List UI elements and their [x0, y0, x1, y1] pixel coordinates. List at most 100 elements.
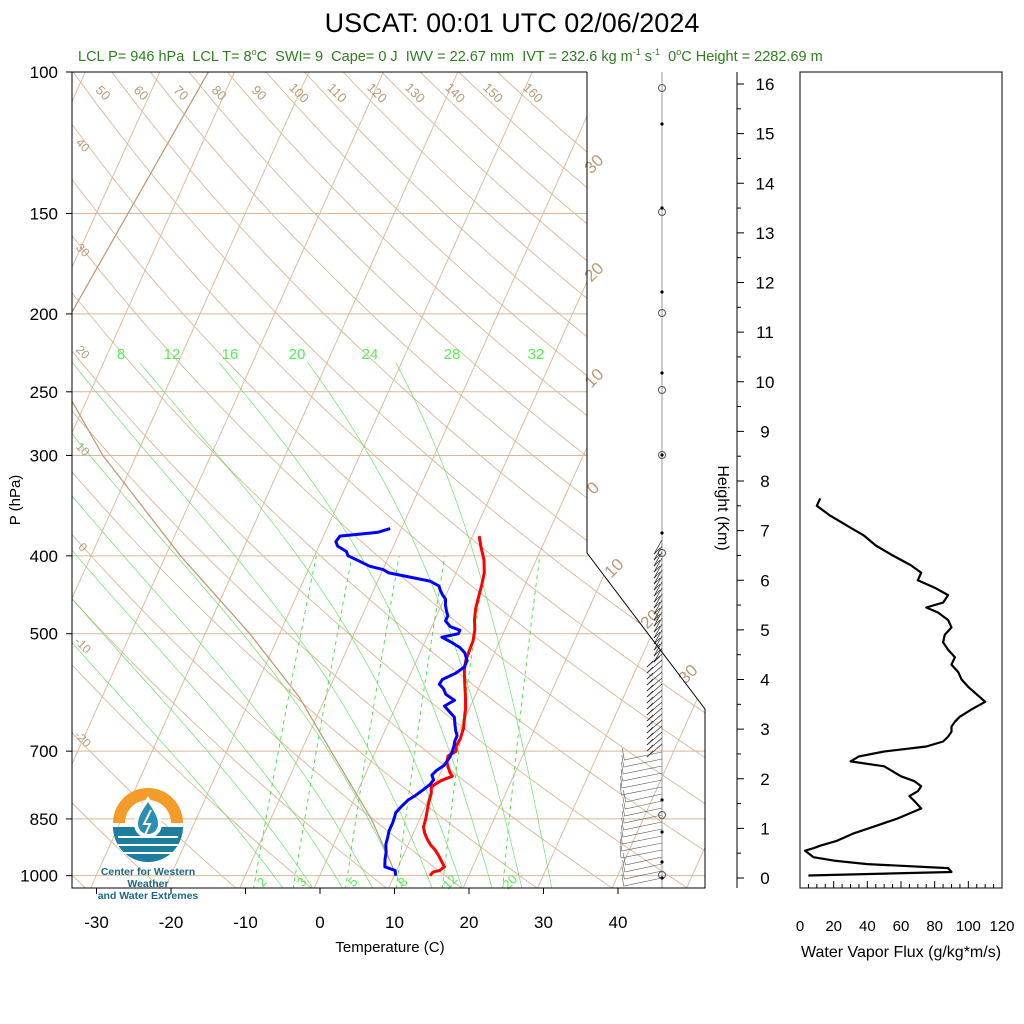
dry-adiabat-label-110: 110 — [325, 80, 350, 105]
height-tick-label-4: 4 — [760, 671, 769, 690]
height-tick-label-15: 15 — [756, 125, 775, 144]
wind-barb-low — [622, 803, 663, 817]
wind-dot — [660, 860, 664, 864]
height-tick-label-6: 6 — [760, 571, 769, 590]
dry-adiabat — [149, 72, 705, 888]
mixing-ratio-line-12 — [441, 555, 487, 888]
mixing-ratio-label-3: 3 — [294, 874, 310, 890]
isotherm-line — [611, 72, 705, 888]
wind-barb-low — [621, 810, 663, 824]
logo-caption: Center for Western Weather and Water Extr… — [88, 866, 208, 902]
wind-barb — [653, 563, 663, 579]
wind-barb-flag — [646, 738, 654, 746]
wind-barb-low — [620, 775, 663, 789]
height-tick-label-9: 9 — [760, 422, 769, 441]
dry-adiabat — [188, 72, 705, 888]
y-tick-label-300: 300 — [30, 446, 58, 465]
wind-barb-flag — [653, 601, 661, 609]
dry-adiabat — [72, 72, 389, 888]
wind-barb-flag — [653, 607, 661, 615]
mixing-ratio-label-5: 5 — [345, 874, 361, 890]
dry-adiabat — [72, 72, 238, 888]
height-tick-label-7: 7 — [760, 522, 769, 541]
y-tick-label-250: 250 — [30, 383, 58, 402]
moist-adiabat — [307, 362, 523, 888]
calm-wind-circle — [658, 451, 666, 459]
moist-adiabat — [218, 362, 493, 888]
wind-dot — [660, 206, 664, 210]
isotherm-label--20: -20 — [72, 728, 94, 750]
wind-barb-flag — [653, 559, 661, 567]
wind-barb-low — [620, 831, 663, 845]
isotherm-line — [72, 72, 310, 888]
height-tick-label-0: 0 — [760, 869, 769, 888]
dry-adiabat — [72, 72, 705, 888]
wind-barb-low — [621, 817, 663, 831]
page-title: USCAT: 00:01 UTC 02/06/2024 — [324, 8, 700, 38]
y-tick-label-100: 100 — [30, 63, 58, 82]
wind-barb-flag — [653, 595, 661, 603]
iwv-value: IWV = 22.67 mm — [405, 48, 515, 65]
wind-dot — [660, 290, 664, 294]
mixing-ratio-label-20: 20 — [499, 871, 520, 892]
wind-barb-flag — [653, 583, 661, 591]
y-axis-label: P (hPa) — [7, 475, 24, 526]
parcel-trace — [72, 72, 397, 876]
dry-adiabat-label-150: 150 — [480, 80, 506, 106]
dry-adiabat-label-130: 130 — [402, 80, 428, 106]
dry-adiabat — [72, 72, 705, 888]
moist-adiabat — [72, 362, 284, 888]
flux-tick-label-100: 100 — [956, 918, 981, 935]
wind-barb-flag — [653, 565, 661, 573]
wind-barb-flag — [646, 744, 654, 752]
flux-tick-label-40: 40 — [859, 918, 876, 935]
sounding-stats: LCL P= 946 hPa LCL T= 8oC SWI= 9 Cape= 0… — [78, 47, 823, 65]
x-tick-label-0: 0 — [315, 913, 324, 932]
wind-dot — [660, 371, 664, 375]
wind-barb-flag — [646, 702, 654, 710]
wind-dot — [660, 122, 664, 126]
wind-barb-flag — [646, 660, 654, 668]
wind-barb-flag — [646, 714, 654, 722]
flux-tick-label-60: 60 — [893, 918, 910, 935]
mixing-ratio-label-8: 8 — [395, 874, 411, 890]
isotherm-line — [72, 72, 384, 888]
wind-barb-flag — [646, 684, 654, 692]
cw3e-logo — [113, 788, 183, 862]
y-tick-label-500: 500 — [30, 625, 58, 644]
mixing-ratio-line-20 — [502, 555, 541, 888]
isotherm-right-label-0: 0 — [583, 478, 603, 498]
isotherm-lower-right-label-10: 10 — [601, 555, 628, 582]
wind-barb-flag — [653, 577, 661, 585]
wind-barb-flag — [653, 649, 661, 657]
wind-barb-flag — [653, 613, 661, 621]
height-tick-label-1: 1 — [760, 819, 769, 838]
isotherm-line — [90, 72, 459, 888]
flux-tick-label-80: 80 — [926, 918, 943, 935]
height-tick-label-5: 5 — [760, 621, 769, 640]
calm-wind-circle — [658, 549, 666, 557]
freezing-level-height: 0oC Height = 2282.69 m — [668, 47, 823, 65]
wind-barb-flag — [646, 666, 654, 674]
wind-barb-flag — [653, 589, 661, 597]
x-tick-label-40: 40 — [609, 913, 628, 932]
wind-barb-flag — [646, 732, 654, 740]
wind-barb-flag — [653, 625, 661, 633]
wind-barb-flag — [646, 708, 654, 716]
wind-barb-low — [621, 754, 663, 768]
dry-adiabat-label-60: 60 — [131, 82, 152, 103]
mixing-ratio-line-5 — [344, 555, 400, 888]
moist-adiabat — [72, 362, 344, 888]
dry-adiabat-label-100: 100 — [286, 80, 312, 106]
height-tick-label-3: 3 — [760, 720, 769, 739]
ivt-value: IVT = 232.6 kg m-1 s-1 — [522, 47, 661, 65]
calm-wind-circle — [658, 386, 666, 394]
isotherm-line — [537, 72, 705, 888]
height-tick-label-2: 2 — [760, 770, 769, 789]
isotherm-label-20: 20 — [73, 342, 93, 362]
height-tick-label-13: 13 — [756, 224, 775, 243]
moist-adiabat — [72, 362, 374, 888]
lcl-pressure: LCL P= 946 hPa — [78, 48, 185, 65]
dry-adiabat — [72, 72, 464, 888]
